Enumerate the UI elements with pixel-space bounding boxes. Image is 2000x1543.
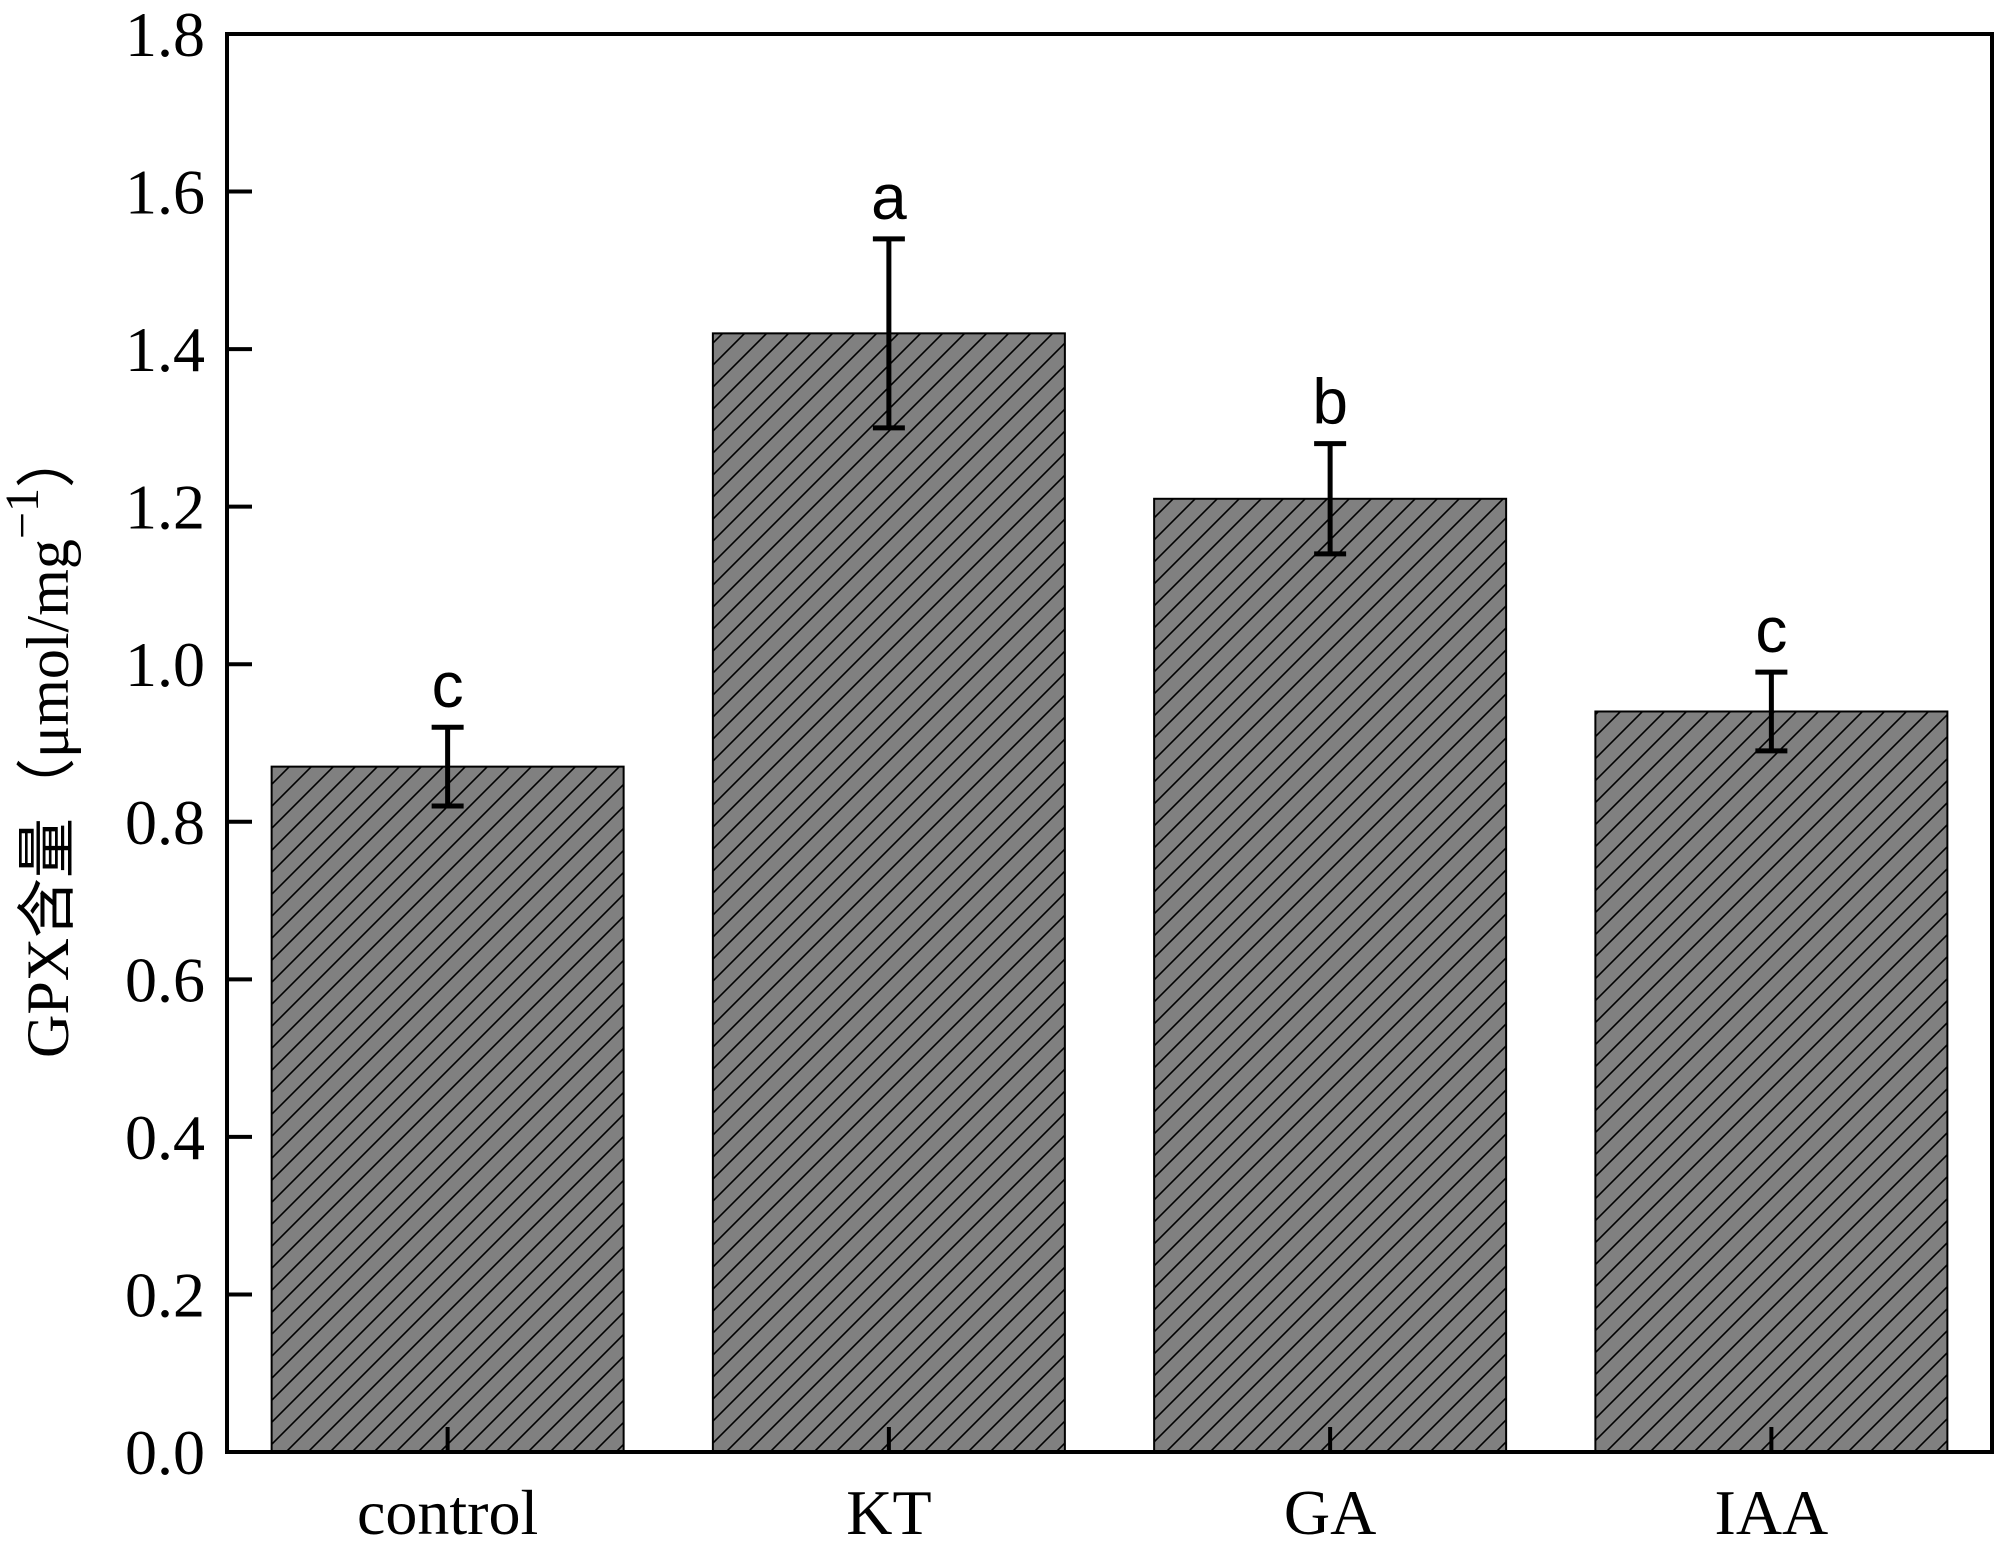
plot-frame	[225, 32, 1994, 1454]
y-tick-label: 1.0	[125, 629, 205, 700]
significance-label: c	[432, 649, 464, 721]
y-axis-label: GPX含量（μmol/mg−1）	[0, 428, 81, 1058]
y-tick-label: 0.0	[125, 1417, 205, 1488]
y-tick-label: 1.2	[125, 472, 205, 543]
significance-label: c	[1755, 594, 1787, 666]
error-bar	[1755, 669, 1788, 754]
bar-KT	[711, 332, 1066, 1453]
y-tick-label: 1.8	[125, 0, 205, 70]
x-tick-label: IAA	[1715, 1477, 1829, 1543]
bar-control	[270, 765, 625, 1453]
error-bar	[431, 724, 464, 809]
x-tick-label: control	[357, 1477, 538, 1543]
error-bar	[1314, 441, 1347, 557]
y-tick-label: 0.4	[125, 1102, 205, 1173]
bar-IAA	[1594, 710, 1949, 1453]
significance-label: a	[871, 161, 907, 233]
y-tick-label: 1.4	[125, 314, 205, 385]
x-tick-label: KT	[846, 1477, 931, 1543]
y-tick-label: 0.8	[125, 787, 205, 858]
x-tick-label: GA	[1284, 1477, 1376, 1543]
error-bar	[872, 236, 905, 431]
y-tick-label: 0.2	[125, 1259, 205, 1330]
y-tick-label: 1.6	[125, 157, 205, 228]
y-tick-label: 0.6	[125, 944, 205, 1015]
significance-label: b	[1312, 366, 1348, 438]
bar-GA	[1153, 497, 1508, 1453]
